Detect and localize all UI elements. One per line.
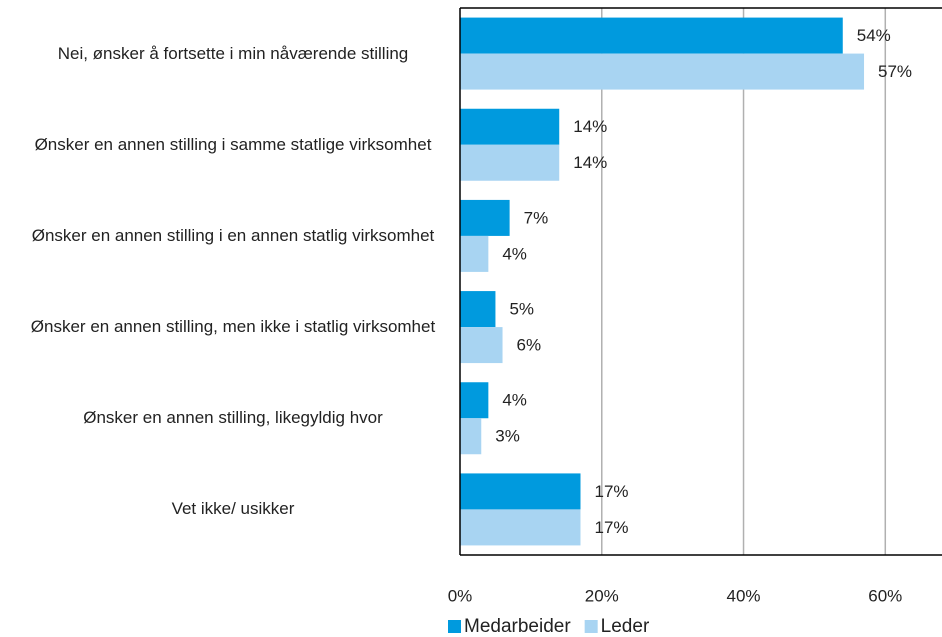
bar bbox=[460, 327, 503, 364]
bar bbox=[460, 291, 496, 328]
value-label: 3% bbox=[495, 427, 520, 446]
value-label: 54% bbox=[857, 26, 891, 45]
value-label: 17% bbox=[595, 518, 629, 537]
value-label: 4% bbox=[502, 391, 527, 410]
value-label: 14% bbox=[573, 153, 607, 172]
legend-swatch bbox=[448, 620, 461, 633]
x-tick-label: 60% bbox=[868, 586, 902, 605]
bar bbox=[460, 199, 510, 236]
value-label: 7% bbox=[524, 208, 549, 227]
bar bbox=[460, 509, 581, 546]
value-label: 14% bbox=[573, 117, 607, 136]
x-tick-label: 20% bbox=[585, 586, 619, 605]
category-label: Ønsker en annen stilling i samme statlig… bbox=[34, 134, 432, 154]
category-label: Nei, ønsker å fortsette i min nåværende … bbox=[57, 43, 409, 63]
value-label: 5% bbox=[509, 300, 534, 319]
legend-label: Leder bbox=[601, 616, 650, 637]
category-label: Ønsker en annen stilling i en annen stat… bbox=[31, 225, 435, 245]
value-label: 17% bbox=[595, 482, 629, 501]
value-label: 57% bbox=[878, 62, 912, 81]
category-label: Ønsker en annen stilling, likegyldig hvo… bbox=[83, 408, 383, 428]
bar bbox=[460, 235, 489, 272]
category-label: Ønsker en annen stilling, men ikke i sta… bbox=[30, 317, 436, 337]
x-tick-label: 0% bbox=[448, 586, 473, 605]
legend-label: Medarbeider bbox=[464, 616, 571, 637]
bar bbox=[460, 144, 560, 181]
bar bbox=[460, 418, 482, 455]
bar bbox=[460, 382, 489, 419]
bar bbox=[460, 108, 560, 145]
value-label: 4% bbox=[502, 244, 527, 263]
bar bbox=[460, 473, 581, 510]
value-label: 6% bbox=[517, 336, 542, 355]
legend-swatch bbox=[584, 620, 598, 633]
bar bbox=[460, 17, 843, 54]
x-tick-label: 40% bbox=[727, 586, 761, 605]
category-label: Vet ikke/ usikker bbox=[171, 499, 295, 519]
bar bbox=[460, 53, 865, 90]
